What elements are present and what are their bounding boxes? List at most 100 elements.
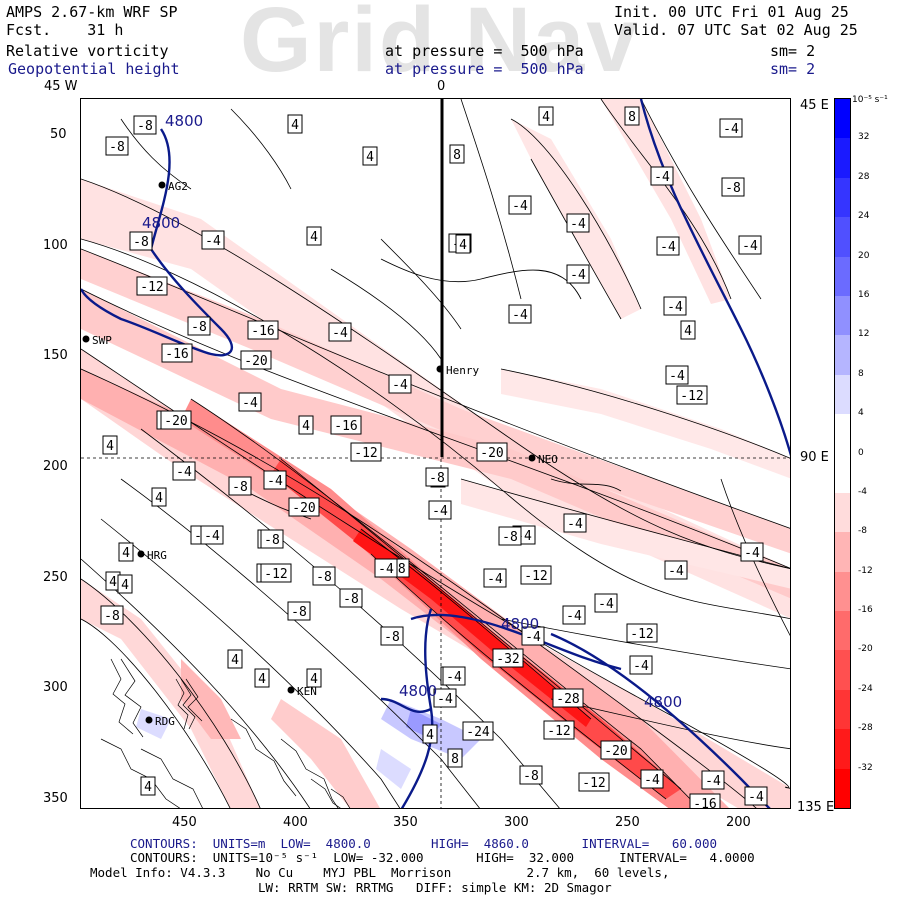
vorticity-label-box — [520, 565, 552, 585]
vorticity-label-text: 4 — [542, 110, 550, 125]
vorticity-label: 4 — [227, 649, 243, 669]
vorticity-label-text: 4 — [310, 672, 318, 687]
vorticity-label: -4 — [563, 513, 587, 533]
field1-level: at pressure = 500 hPa — [385, 42, 584, 60]
station-marker — [145, 716, 153, 724]
vorticity-label-box — [312, 566, 336, 586]
vorticity-label-text: -4 — [437, 692, 453, 707]
vorticity-label: -4 — [433, 688, 457, 708]
vorticity-label: -12 — [626, 623, 658, 643]
y-tick-label: 300 — [43, 680, 68, 695]
colorbar-tick-label: -16 — [858, 605, 873, 616]
vorticity-label: 4 — [422, 724, 438, 744]
vorticity-label: -12 — [578, 772, 610, 792]
vorticity-label: -12 — [136, 276, 168, 296]
station-label: AG2 — [168, 180, 188, 193]
vorticity-label-text: -4 — [267, 474, 283, 489]
vorticity-label-text: -4 — [566, 609, 582, 624]
station-label: NEO — [538, 453, 558, 466]
vorticity-label-text: 4 — [459, 238, 467, 253]
valid-time: Valid. 07 UTC Sat 02 Aug 25 — [614, 21, 858, 39]
vorticity-label-text: -4 — [644, 773, 660, 788]
vorticity-label: 4 — [306, 226, 322, 246]
vorticity-label: -4 — [629, 655, 653, 675]
vorticity-label-box — [721, 177, 745, 197]
vorticity-label: -16 — [330, 415, 362, 435]
vorticity-label-box — [247, 320, 279, 340]
vorticity-label-box — [117, 574, 133, 594]
vorticity-label-box — [260, 529, 284, 549]
vorticity-label-text: -4 — [668, 564, 684, 579]
colorbar-segment — [835, 256, 850, 297]
vorticity-label: -20 — [600, 740, 632, 760]
vorticity-label-box — [624, 106, 640, 126]
vorticity-label: 4 — [298, 415, 314, 435]
vorticity-label-box — [200, 525, 224, 545]
y-tick-label: 200 — [43, 459, 68, 474]
vorticity-label-box — [287, 601, 311, 621]
colorbar-segment — [835, 335, 850, 376]
vorticity-label-text: 4 — [258, 672, 266, 687]
vorticity-label-text: 4 — [684, 324, 692, 339]
y-tick-label: 350 — [43, 791, 68, 806]
vorticity-label-text: -4 — [204, 529, 220, 544]
vorticity-label-box — [129, 231, 153, 251]
vorticity-label-box — [543, 720, 575, 740]
vorticity-label-box — [374, 558, 398, 578]
vorticity-label-text: -4 — [748, 790, 764, 805]
vorticity-label-box — [552, 688, 584, 708]
vorticity-label-text: -16 — [693, 797, 716, 809]
vorticity-label: -4 — [200, 525, 224, 545]
vorticity-label: 4 — [117, 574, 133, 594]
geopotential-height-contours — [81, 99, 790, 808]
vorticity-label-box — [744, 786, 768, 806]
vorticity-label-text: -4 — [487, 572, 503, 587]
vorticity-label-box — [483, 568, 507, 588]
vorticity-label-box — [260, 563, 292, 583]
vorticity-label-box — [172, 461, 196, 481]
vorticity-label-text: 4 — [109, 575, 117, 590]
x-tick-label: 400 — [283, 815, 308, 830]
vorticity-label: -8 — [312, 566, 336, 586]
vorticity-label-box — [254, 668, 270, 688]
vorticity-label-box — [689, 793, 721, 808]
vorticity-label: -4 — [238, 392, 262, 412]
vorticity-label: -24 — [462, 721, 494, 741]
vorticity-label-box — [508, 195, 532, 215]
field2-name: Geopotential height — [8, 60, 180, 78]
physics-info: LW: RRTM SW: RRTMG DIFF: simple KM: 2D S… — [258, 880, 612, 895]
vorticity-label: -16 — [161, 343, 193, 363]
vorticity-label: -4 — [562, 605, 586, 625]
vorticity-label: -8 — [721, 177, 745, 197]
vorticity-label: -4 — [508, 195, 532, 215]
colorbar-segment — [835, 650, 850, 691]
colorbar-tick-label: -8 — [858, 526, 867, 537]
colorbar-segment — [835, 177, 850, 218]
colorbar-segment — [835, 414, 850, 454]
vorticity-label-box — [455, 234, 471, 254]
vorticity-label-text: 4 — [144, 780, 152, 795]
vorticity-label-box — [629, 655, 653, 675]
vorticity-label-text: -4 — [654, 170, 670, 185]
vorticity-label-text: 4 — [310, 230, 318, 245]
vorticity-label-box — [626, 623, 658, 643]
vorticity-label: -4 — [744, 786, 768, 806]
vorticity-label: -8 — [339, 588, 363, 608]
vorticity-label-box — [388, 374, 412, 394]
vorticity-label-text: -12 — [140, 280, 163, 295]
vorticity-label-text: 8 — [628, 110, 636, 125]
vorticity-label-text: 8 — [453, 148, 461, 163]
vorticity-label-text: 4 — [122, 546, 130, 561]
station-label: KEN — [297, 685, 317, 698]
vorticity-label-box — [350, 442, 382, 462]
station-marker — [137, 550, 145, 558]
vorticity-label-text: 4 — [231, 653, 239, 668]
vorticity-label: 4 — [538, 106, 554, 126]
vorticity-label-text: -16 — [334, 419, 357, 434]
map-plot[interactable]: -848-844-4-4-448-4-4-4-44-4-8-4-12-8-4-4… — [80, 98, 791, 809]
vorticity-label-text: -20 — [244, 354, 267, 369]
colorbar-tick-label: -28 — [858, 723, 873, 734]
vorticity-label-text: -4 — [723, 122, 739, 137]
vorticity-label: 4 — [118, 542, 134, 562]
vorticity-label: -12 — [350, 442, 382, 462]
